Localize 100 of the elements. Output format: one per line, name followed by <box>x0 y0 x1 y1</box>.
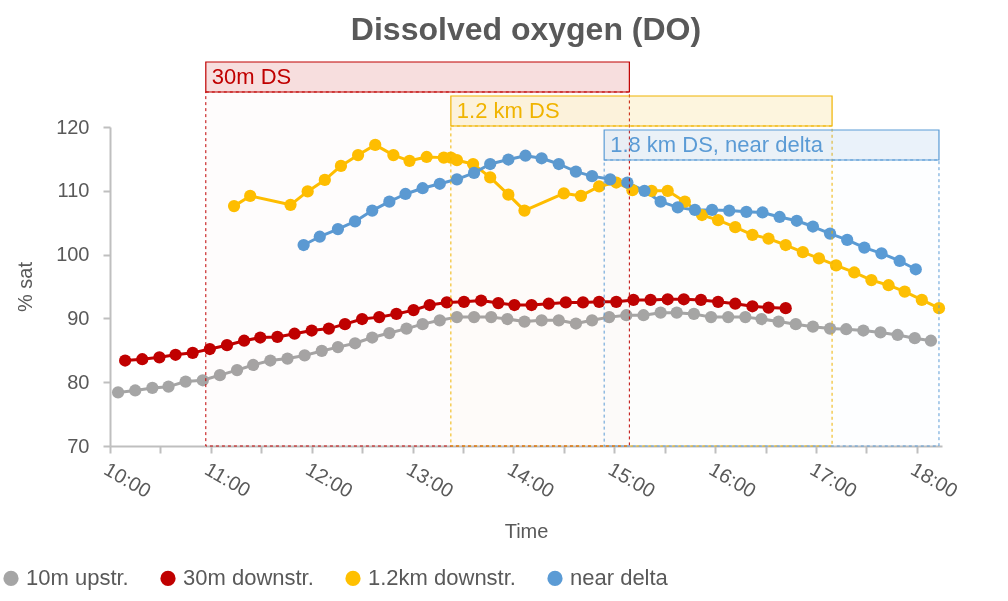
point <box>823 322 837 335</box>
point <box>369 138 382 151</box>
point <box>525 298 538 312</box>
point <box>620 309 633 322</box>
legend-label: near delta <box>570 565 669 591</box>
point <box>331 222 345 236</box>
point <box>227 200 241 213</box>
band-label: 1.8 km DS, near delta <box>610 132 824 157</box>
point <box>746 300 759 313</box>
point <box>585 170 599 183</box>
point <box>467 166 481 180</box>
point <box>213 369 227 382</box>
point <box>858 241 871 254</box>
point <box>893 254 906 268</box>
x-tick-label: 15:00 <box>604 457 660 502</box>
point <box>603 311 616 324</box>
x-tick-label: 14:00 <box>503 457 559 502</box>
x-tick-label: 16:00 <box>705 457 760 502</box>
point <box>264 354 277 367</box>
point <box>298 349 311 362</box>
y-tick-label: 110 <box>57 179 90 202</box>
point <box>433 314 446 327</box>
point <box>334 159 348 173</box>
point <box>492 296 505 310</box>
point <box>450 311 464 324</box>
point <box>806 220 820 233</box>
point <box>644 293 657 307</box>
point <box>932 302 946 315</box>
point <box>153 351 166 364</box>
point <box>865 274 878 287</box>
point <box>848 266 861 279</box>
point <box>518 315 531 328</box>
point <box>119 354 132 367</box>
point <box>670 306 683 319</box>
point <box>238 334 251 347</box>
point <box>592 180 606 193</box>
point <box>254 331 267 344</box>
legend-label: 30m downstr. <box>183 565 314 591</box>
point <box>400 322 413 335</box>
x-tick-label: 13:00 <box>403 457 458 502</box>
x-tick-label: 10:00 <box>100 457 155 502</box>
point <box>331 341 345 354</box>
point <box>604 173 617 186</box>
point <box>796 245 809 259</box>
point <box>875 247 888 260</box>
point <box>882 279 895 292</box>
point <box>450 154 464 167</box>
point <box>366 331 379 344</box>
point <box>220 339 234 352</box>
point <box>348 337 362 350</box>
point <box>857 324 870 337</box>
point <box>535 152 548 165</box>
point <box>908 332 921 345</box>
point <box>840 323 853 336</box>
point <box>179 375 192 388</box>
x-tick-label: 18:00 <box>907 457 962 502</box>
point <box>485 311 498 324</box>
point <box>348 215 362 228</box>
band-label: 30m DS <box>211 64 292 89</box>
y-tick-label: 80 <box>67 370 90 393</box>
point <box>247 358 260 372</box>
point <box>146 381 159 395</box>
x-tick-label: 12:00 <box>302 457 357 502</box>
point <box>915 293 928 307</box>
point <box>423 298 436 312</box>
y-axis-title: % sat <box>14 261 37 313</box>
point <box>790 214 803 227</box>
point <box>284 198 297 211</box>
point <box>457 295 471 308</box>
y-tick-label: 100 <box>56 243 90 266</box>
point <box>111 386 125 399</box>
point <box>806 320 820 333</box>
point <box>403 154 416 167</box>
point <box>271 330 284 344</box>
point <box>162 380 175 393</box>
point <box>756 206 769 219</box>
point <box>502 188 515 201</box>
point <box>552 314 565 327</box>
point <box>356 312 369 326</box>
point <box>322 322 335 335</box>
point <box>420 150 433 164</box>
point <box>383 195 396 208</box>
point <box>203 342 216 356</box>
point <box>301 185 314 198</box>
point <box>136 353 149 366</box>
x-axis-title: Time <box>504 519 549 542</box>
point <box>244 189 257 203</box>
point <box>779 302 792 315</box>
point <box>627 293 640 307</box>
point <box>812 252 826 265</box>
point <box>501 312 514 326</box>
point <box>637 309 650 322</box>
point <box>305 324 318 337</box>
point <box>705 203 719 217</box>
point <box>779 238 792 252</box>
chart-title: Dissolved oxygen (DO) <box>350 11 702 48</box>
point <box>638 184 651 197</box>
point <box>773 210 786 224</box>
point <box>416 318 429 331</box>
x-tick-label: 11:00 <box>201 457 255 502</box>
